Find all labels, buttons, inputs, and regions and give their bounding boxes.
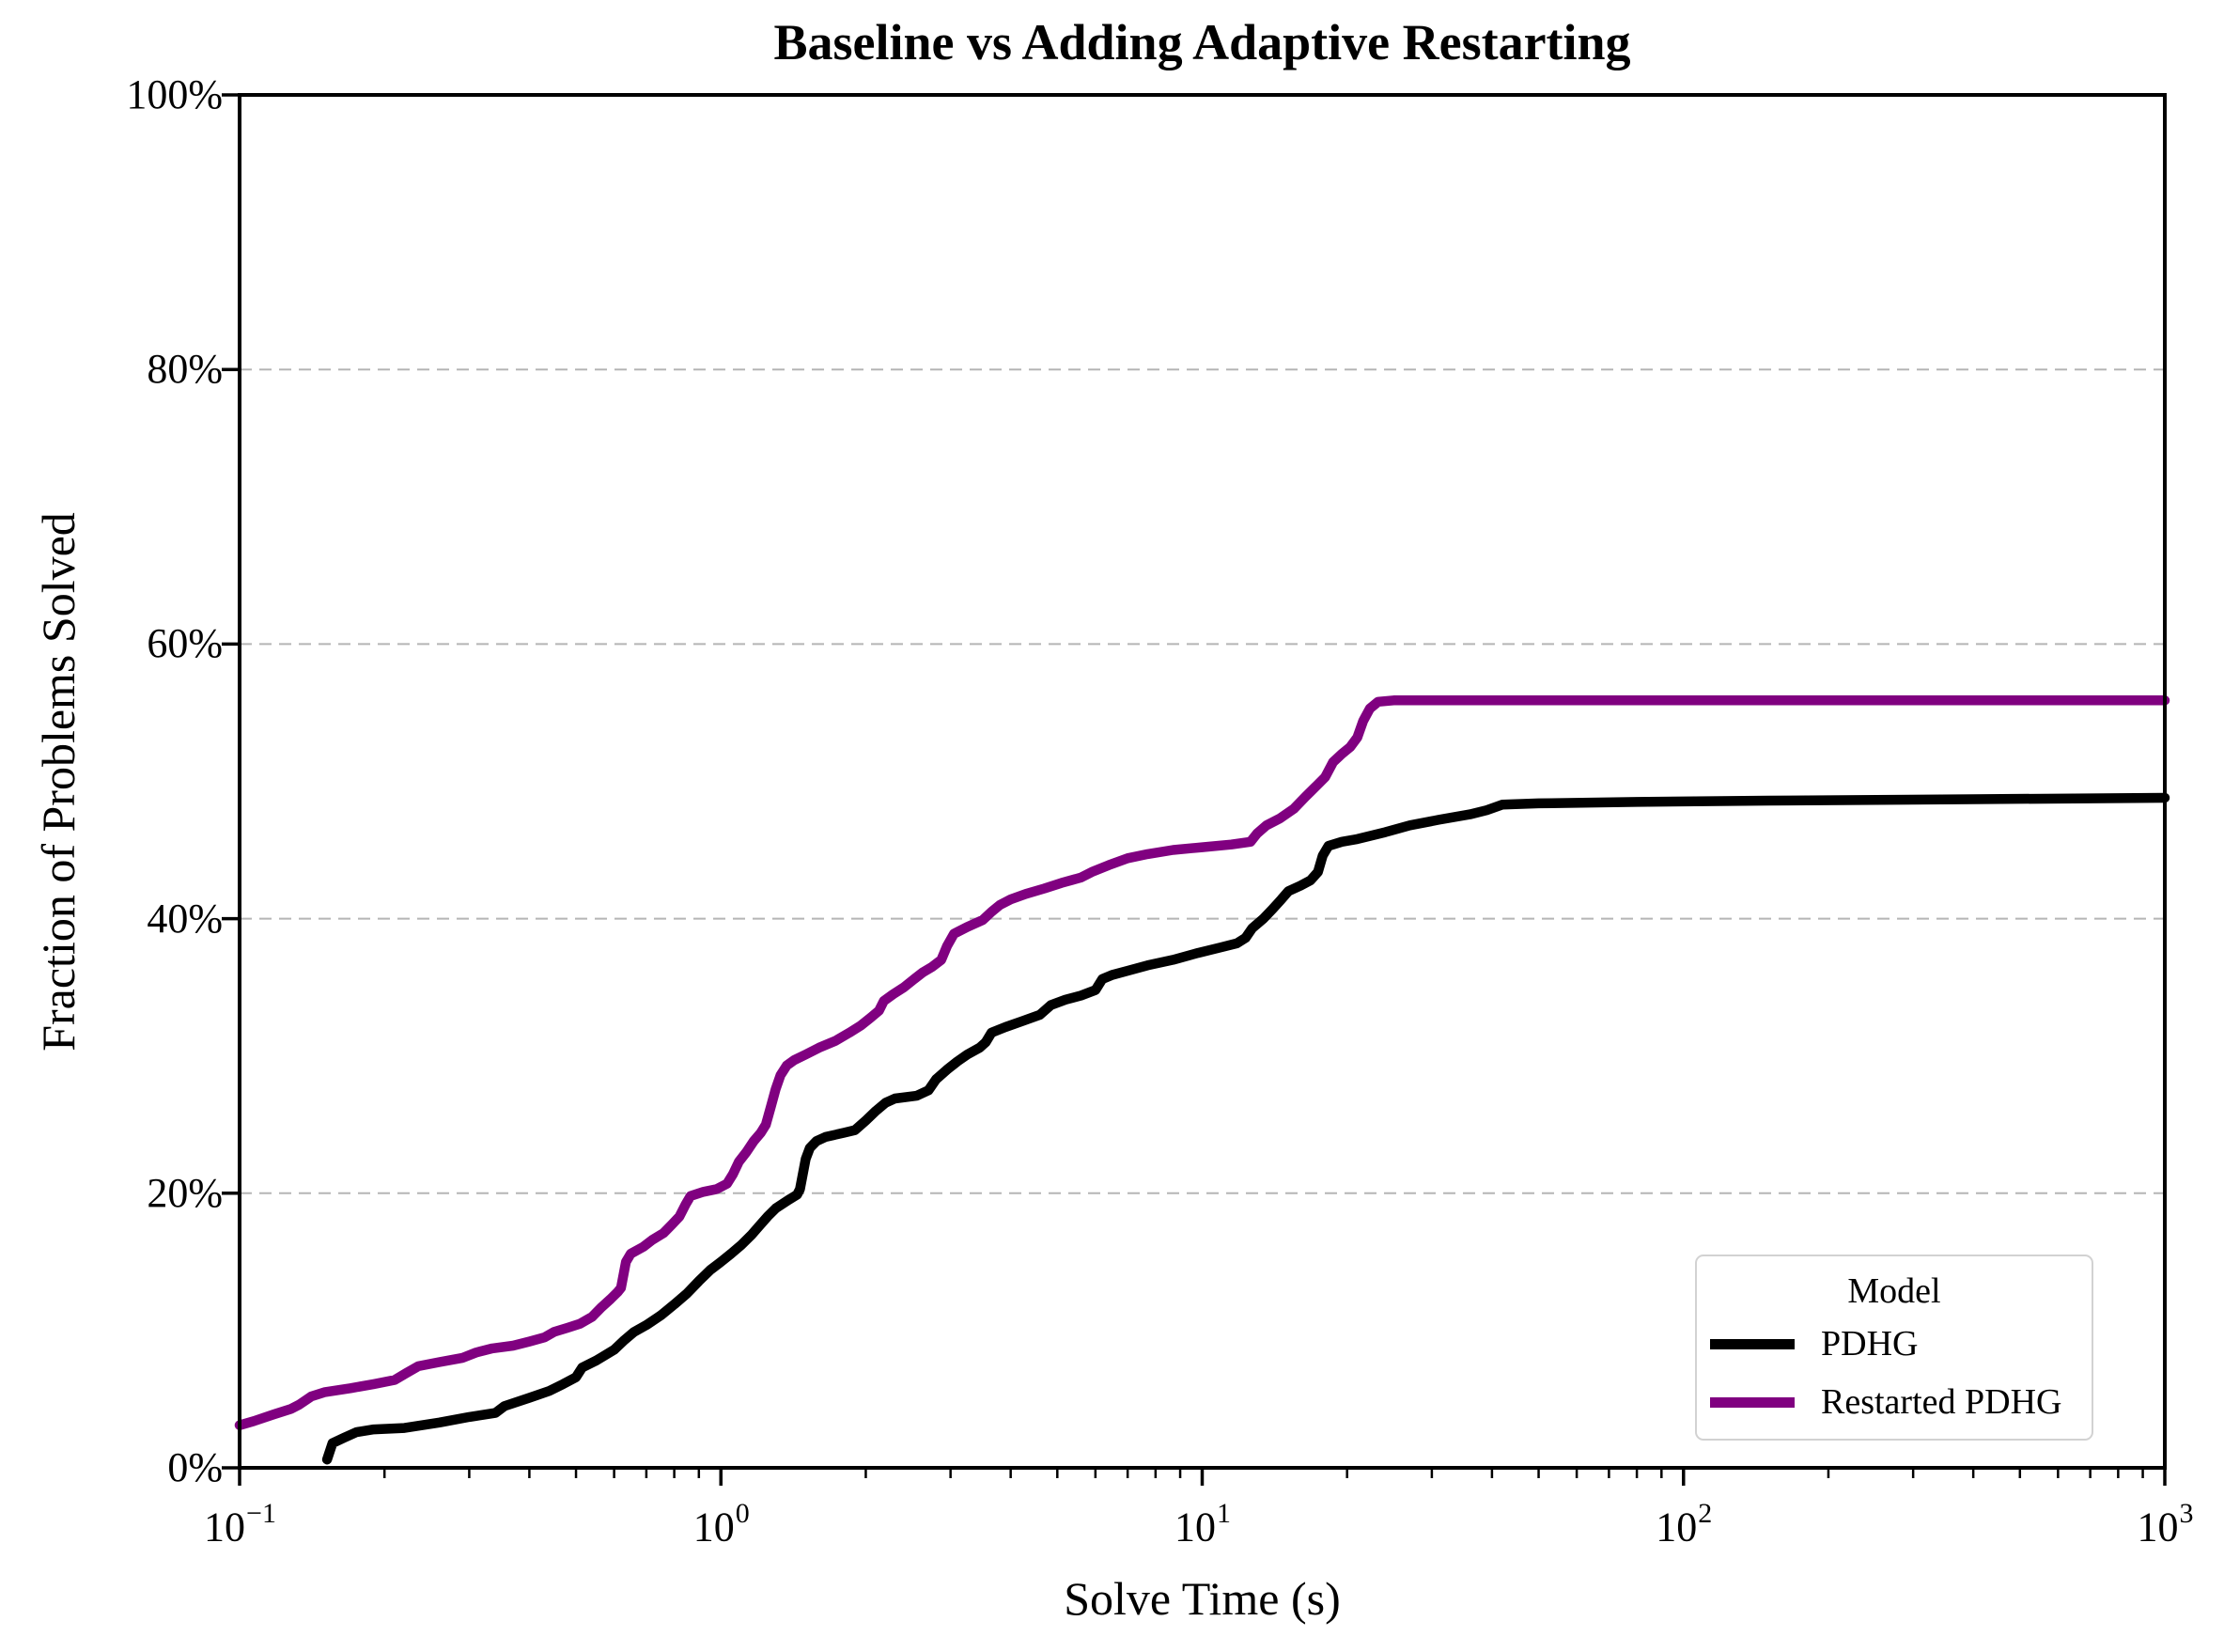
y-tick-label: 40% bbox=[147, 895, 223, 942]
y-tick-label: 20% bbox=[147, 1169, 223, 1216]
legend-entry-label: PDHG bbox=[1821, 1324, 1919, 1364]
legend-title: Model bbox=[1847, 1271, 1941, 1311]
y-tick-label: 100% bbox=[126, 71, 223, 117]
x-tick-label: 10−1 bbox=[204, 1498, 276, 1551]
y-tick-label: 60% bbox=[147, 620, 223, 667]
series-line-restarted-pdhg bbox=[234, 695, 2170, 1430]
legend-entry-label: Restarted PDHG bbox=[1821, 1382, 2062, 1422]
x-tick-label: 103 bbox=[2137, 1498, 2194, 1551]
x-tick-label: 100 bbox=[692, 1498, 750, 1551]
legend-entry: PDHG bbox=[1697, 1315, 2092, 1373]
legend-entry: Restarted PDHG bbox=[1697, 1373, 2092, 1431]
chart-title: Baseline vs Adding Adaptive Restarting bbox=[773, 14, 1631, 70]
legend-line-swatch-icon bbox=[1710, 1396, 1795, 1408]
series-line-pdhg bbox=[321, 792, 2170, 1465]
x-tick-label: 102 bbox=[1656, 1498, 1713, 1551]
y-tick-label: 80% bbox=[147, 346, 223, 393]
y-tick-label: 0% bbox=[167, 1444, 223, 1490]
legend-line-swatch-icon bbox=[1710, 1338, 1795, 1349]
legend-entries: PDHG Restarted PDHG bbox=[1697, 1315, 2092, 1431]
plot-border bbox=[238, 93, 2167, 1470]
x-tick-label: 101 bbox=[1174, 1498, 1231, 1551]
x-axis-label: Solve Time (s) bbox=[1064, 1572, 1341, 1625]
y-axis-label: Fraction of Problems Solved bbox=[32, 512, 85, 1052]
legend: Model PDHG Restarted PDHG bbox=[1695, 1255, 2093, 1441]
